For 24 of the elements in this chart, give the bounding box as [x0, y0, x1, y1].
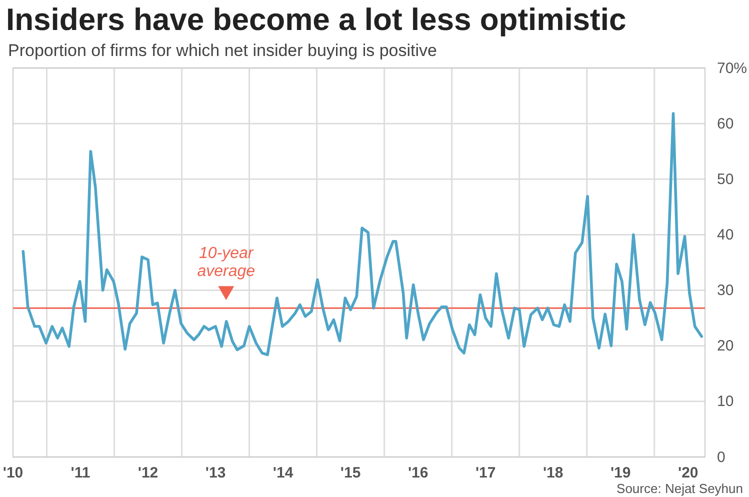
x-tick-label: '20 — [678, 464, 698, 482]
x-tick-label: '13 — [205, 464, 226, 482]
y-tick-label: 20 — [717, 338, 734, 355]
y-tick-label: 10 — [717, 393, 734, 410]
x-tick-label: '12 — [138, 464, 158, 482]
y-tick-label: 30 — [717, 282, 734, 300]
ref-line-label: 10-year average — [197, 245, 256, 280]
source-note: Source: Nejat Seyhun — [616, 481, 743, 496]
chart-subtitle: Proportion of firms for which net insider buying is positive — [8, 41, 437, 60]
y-tick-label: 40 — [717, 226, 734, 244]
x-tick-label: '18 — [542, 464, 564, 482]
y-tick-label: 0 — [717, 448, 726, 466]
x-tick-label: '17 — [475, 464, 496, 482]
x-tick-label: '14 — [272, 464, 294, 482]
x-tick-label: '19 — [610, 464, 631, 482]
chart-title: Insiders have become a lot less optimistic — [6, 2, 626, 37]
y-tick-label: 60 — [717, 115, 734, 132]
y-tick-label: 50 — [717, 170, 734, 188]
x-tick-label: '15 — [340, 464, 361, 482]
line-series — [22, 112, 704, 356]
x-tick-label: '16 — [408, 464, 428, 482]
x-tick-label: '11 — [70, 464, 90, 482]
x-tick-label: '10 — [2, 464, 24, 482]
y-tick-label: 70% — [717, 60, 748, 77]
